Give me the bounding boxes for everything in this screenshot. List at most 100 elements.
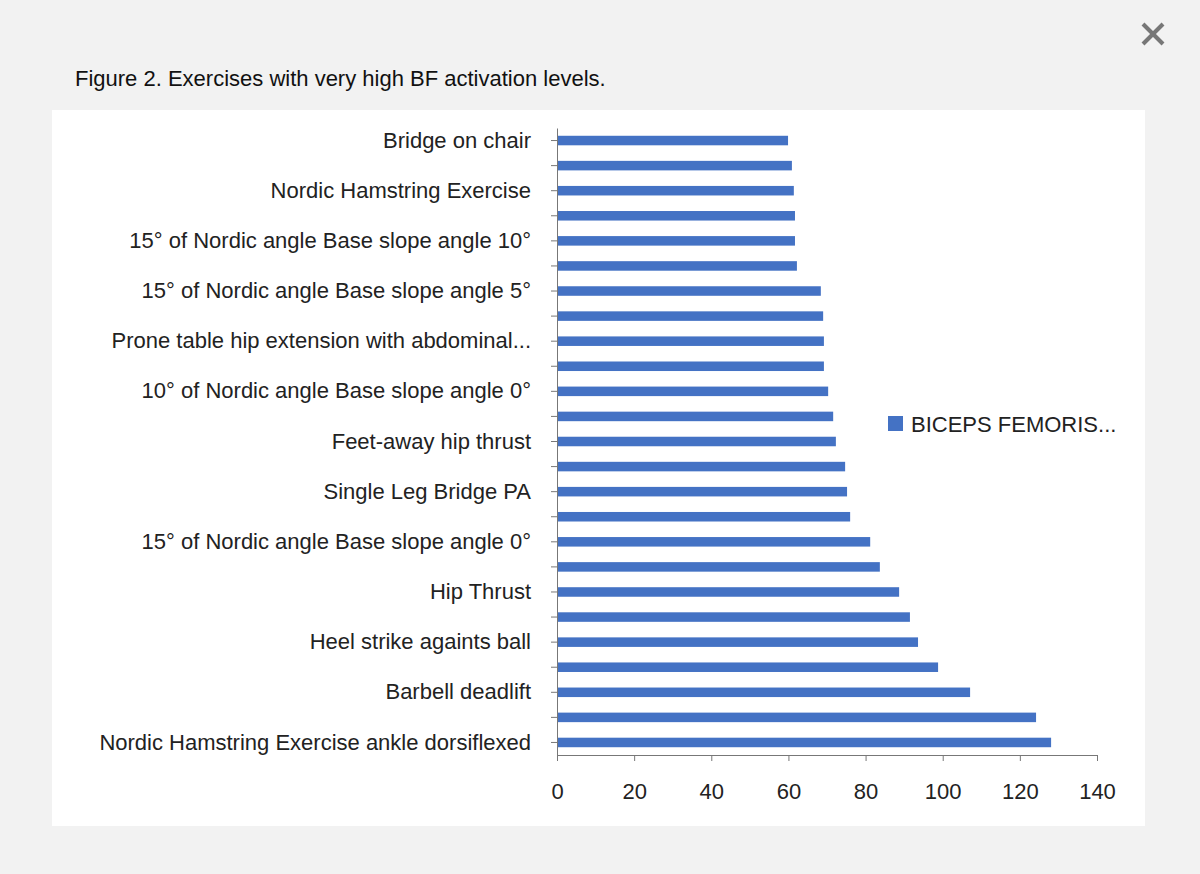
tick-label: Barbell deadlift (385, 679, 531, 704)
bar (557, 537, 870, 547)
bars (557, 136, 1051, 747)
tick (551, 667, 557, 668)
tick-label: Bridge on chair (383, 128, 531, 153)
tick-mark (551, 140, 557, 141)
tick: 100 (925, 755, 962, 804)
tick-mark (551, 617, 557, 618)
bar (557, 136, 788, 146)
tick-mark (551, 642, 557, 643)
tick-label: 15° of Nordic angle Base slope angle 5° (142, 278, 531, 303)
tick: 140 (1079, 755, 1116, 804)
tick: 0 (551, 755, 563, 804)
tick (551, 316, 557, 317)
tick-mark (551, 441, 557, 442)
tick-label: Prone table hip extension with abdominal… (112, 328, 531, 353)
legend: BICEPS FEMORIS... (888, 412, 1116, 437)
tick-label: Feet-away hip thrust (332, 429, 531, 454)
bar (557, 662, 938, 672)
tick: Feet-away hip thrust (332, 429, 557, 454)
tick-mark (551, 165, 557, 166)
tick-mark (788, 755, 789, 761)
bar (557, 713, 1036, 723)
y-axis: Bridge on chair Nordic Hamstring Exercise… (99, 128, 557, 756)
tick: Barbell deadlift (385, 679, 557, 704)
tick-mark (1020, 755, 1021, 761)
tick (551, 215, 557, 216)
bar (557, 261, 797, 271)
axis-line (557, 129, 558, 756)
tick-mark (866, 755, 867, 761)
x-axis: 020406080100120140 (551, 755, 1115, 804)
tick-label: 20 (622, 779, 646, 804)
tick-mark (551, 366, 557, 367)
tick-mark (551, 566, 557, 567)
tick: Heel strike againts ball (310, 629, 557, 654)
tick-label: 10° of Nordic angle Base slope angle 0° (142, 378, 531, 403)
tick-label: Heel strike againts ball (310, 629, 531, 654)
tick-mark (551, 391, 557, 392)
bar (557, 387, 828, 397)
tick-mark (711, 755, 712, 761)
tick (551, 617, 557, 618)
bar (557, 587, 899, 597)
chart: Figure 2. Exercises with very high BF ac… (0, 0, 1200, 874)
close-stroke[interactable] (1143, 24, 1163, 44)
tick: 15° of Nordic angle Base slope angle 5° (142, 278, 557, 303)
tick-mark (551, 692, 557, 693)
tick: 10° of Nordic angle Base slope angle 0° (142, 378, 557, 403)
tick-label: 140 (1079, 779, 1116, 804)
tick: Hip Thrust (430, 579, 557, 604)
tick-mark (551, 717, 557, 718)
page-background (0, 0, 1200, 874)
tick-label: Single Leg Bridge PA (323, 479, 531, 504)
tick-mark (551, 416, 557, 417)
tick-label: 120 (1002, 779, 1039, 804)
tick: Bridge on chair (383, 128, 557, 153)
tick-label: 100 (925, 779, 962, 804)
tick-mark (551, 491, 557, 492)
tick-label: Nordic Hamstring Exercise (271, 178, 531, 203)
tick-label: 0 (551, 779, 563, 804)
legend-item: BICEPS FEMORIS... (888, 412, 1116, 437)
tick-label: 60 (777, 779, 801, 804)
tick-mark (551, 591, 557, 592)
title: Figure 2. Exercises with very high BF ac… (75, 66, 606, 91)
tick-label: Hip Thrust (430, 579, 531, 604)
tick-mark (551, 291, 557, 292)
bar (557, 286, 821, 296)
tick: Prone table hip extension with abdominal… (112, 328, 557, 353)
bar (557, 186, 794, 196)
close-icon[interactable] (1143, 24, 1163, 44)
tick (551, 566, 557, 567)
tick (551, 366, 557, 367)
bar (557, 236, 795, 246)
bar (557, 311, 823, 321)
tick-mark (551, 341, 557, 342)
tick: 20 (622, 755, 646, 804)
bar (557, 637, 918, 647)
tick-mark (551, 541, 557, 542)
bar (557, 211, 795, 221)
tick (551, 416, 557, 417)
tick-mark (551, 466, 557, 467)
tick: 120 (1002, 755, 1039, 804)
tick-label: Nordic Hamstring Exercise ankle dorsifle… (99, 730, 531, 755)
tick: Nordic Hamstring Exercise (271, 178, 557, 203)
tick-mark (551, 742, 557, 743)
tick-mark (551, 190, 557, 191)
bar (557, 487, 847, 497)
bar (557, 512, 850, 522)
tick: 15° of Nordic angle Base slope angle 10° (129, 228, 557, 253)
tick-label: 15° of Nordic angle Base slope angle 0° (142, 529, 531, 554)
tick (551, 265, 557, 266)
tick-mark (557, 755, 558, 761)
tick (551, 717, 557, 718)
tick-mark (551, 215, 557, 216)
bar (557, 562, 880, 572)
tick: 80 (854, 755, 878, 804)
legend-swatch (888, 416, 903, 431)
axis-line (558, 755, 1098, 756)
tick (551, 516, 557, 517)
close-stroke[interactable] (1143, 24, 1163, 44)
legend-label: BICEPS FEMORIS... (911, 412, 1116, 437)
